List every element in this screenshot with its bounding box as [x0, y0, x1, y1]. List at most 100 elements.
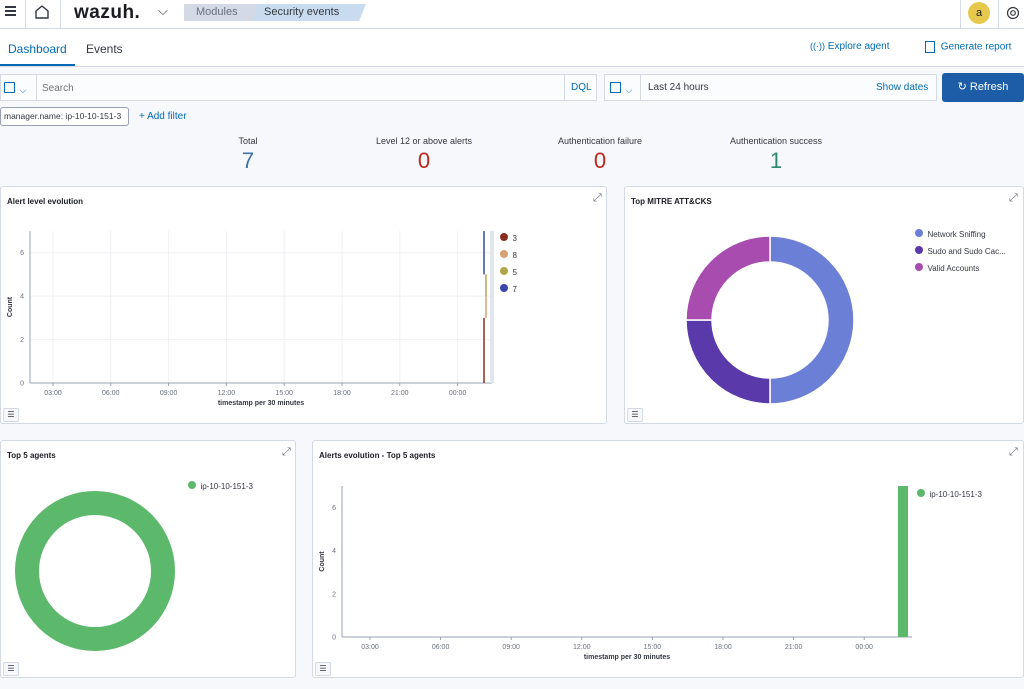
legend-label: 7	[512, 285, 517, 294]
search-input[interactable]	[40, 78, 564, 99]
legend-label: 8	[512, 251, 517, 260]
agents-evolution-chart: 0 2 4 6 03:00 06:00 09:00 12:00 15:00 18:00 21:00 0…	[319, 486, 912, 661]
legend-item[interactable]: ip-10-10-151-3	[917, 484, 982, 501]
generate-report-button[interactable]: Generate report	[925, 41, 1011, 53]
quick-date-button[interactable]: ⌵	[610, 80, 636, 95]
x-tick-label: 18:00	[714, 644, 732, 651]
chevron-down-icon[interactable]: ⌵	[158, 3, 168, 18]
breadcrumb-security-events: Security events i	[252, 4, 366, 21]
x-tick-label: 12:00	[218, 390, 236, 397]
legend: ip-10-10-151-3	[917, 484, 982, 501]
y-tick-label: 4	[332, 548, 336, 555]
legend-dot	[917, 489, 925, 497]
menu-icon[interactable]	[5, 6, 16, 16]
legend-toggle-icon[interactable]: ☰	[3, 662, 19, 676]
legend-item[interactable]: Valid Accounts	[915, 258, 1006, 275]
legend-dot	[915, 229, 923, 237]
chevron-down-icon: ⌵	[625, 85, 633, 95]
wazuh-logo[interactable]: wazuh.	[74, 2, 141, 23]
x-tick-label: 18:00	[333, 390, 351, 397]
expand-icon[interactable]: ⤢	[1009, 192, 1018, 204]
home-icon[interactable]	[34, 4, 50, 20]
expand-icon[interactable]: ⤢	[1009, 446, 1018, 458]
x-tick-label: 15:00	[275, 390, 293, 397]
save-icon	[4, 82, 15, 93]
x-tick-label: 09:00	[160, 390, 178, 397]
stat-label-total: Total	[238, 136, 258, 146]
legend-dot	[500, 267, 508, 275]
y-tick-label: 4	[20, 294, 24, 301]
breadcrumb-modules[interactable]: Modules	[184, 4, 262, 21]
legend-item[interactable]: Network Sniffing	[915, 224, 1006, 241]
refresh-button[interactable]: ↻ Refresh	[942, 73, 1024, 102]
date-range-label[interactable]: Last 24 hours	[648, 82, 709, 93]
legend-item[interactable]: 3	[500, 228, 517, 245]
y-tick-label: 2	[20, 337, 24, 344]
stat-value-auth-failure[interactable]: 0	[593, 148, 607, 173]
donut-slice	[15, 491, 175, 651]
panel-title: Alerts evolution - Top 5 agents	[319, 451, 436, 460]
legend-item[interactable]: ip-10-10-151-3	[188, 476, 253, 493]
refresh-label: Refresh	[969, 81, 1009, 93]
tab-events[interactable]: Events	[86, 42, 123, 56]
panel-top-agents	[0, 440, 296, 678]
agents-donut-chart	[15, 491, 175, 651]
y-tick-label: 2	[332, 591, 336, 598]
legend-label: ip-10-10-151-3	[200, 482, 253, 491]
x-tick-label: 12:00	[573, 644, 591, 651]
add-filter-button[interactable]: + Add filter	[139, 111, 187, 122]
dql-button[interactable]: DQL	[571, 82, 592, 93]
legend: ip-10-10-151-3	[188, 476, 253, 493]
legend-dot	[915, 263, 923, 271]
tab-dashboard[interactable]: Dashboard	[8, 42, 67, 56]
stat-label-auth-failure: Authentication failure	[557, 136, 643, 146]
legend-item[interactable]: 7	[500, 279, 517, 296]
y-axis-title: Count	[7, 296, 14, 317]
legend-label: 5	[512, 268, 517, 277]
stat-value-total[interactable]: 7	[241, 148, 255, 173]
alert-level-chart: 0 2 4 6 03:00 06:00 09:00 12:00 15:00 18:00 21:00 0…	[7, 231, 494, 407]
help-icon[interactable]	[1006, 6, 1020, 20]
y-tick-label: 0	[332, 635, 336, 642]
y-tick-label: 0	[20, 381, 24, 388]
legend-item[interactable]: Sudo and Sudo Cac...	[915, 241, 1006, 258]
x-axis-title: timestamp per 30 minutes	[584, 654, 670, 661]
legend: Network Sniffing Sudo and Sudo Cac... Va…	[915, 224, 1006, 275]
avatar[interactable]: a	[968, 2, 990, 24]
show-dates-button[interactable]: Show dates	[876, 82, 929, 93]
document-icon	[925, 41, 935, 53]
filter-pill[interactable]: manager.name: ip-10-10-151-3	[0, 107, 129, 126]
stat-label-auth-success: Authentication success	[729, 136, 823, 146]
panel-alert-level-evolution	[0, 186, 607, 424]
donut-slice	[685, 235, 771, 321]
legend-label: 3	[512, 234, 517, 243]
expand-icon[interactable]: ⤢	[282, 446, 291, 458]
mitre-donut-chart	[685, 235, 855, 405]
legend-dot	[500, 250, 508, 258]
expand-icon[interactable]: ⤢	[593, 192, 602, 204]
legend-toggle-icon[interactable]: ☰	[3, 408, 19, 422]
legend-label: Sudo and Sudo Cac...	[927, 247, 1006, 256]
x-tick-label: 03:00	[361, 644, 379, 651]
legend: 3 8 5 7	[500, 228, 517, 296]
x-tick-label: 21:00	[785, 644, 803, 651]
legend-dot	[915, 246, 923, 254]
panel-title: Top 5 agents	[7, 451, 56, 460]
x-tick-label: 06:00	[432, 644, 450, 651]
legend-toggle-icon[interactable]: ☰	[627, 408, 643, 422]
stat-value-auth-success[interactable]: 1	[769, 148, 783, 173]
stat-label-level12: Level 12 or above alerts	[375, 136, 473, 146]
chevron-down-icon: ⌵	[19, 85, 27, 95]
explore-agent-label: Explore agent	[827, 41, 890, 52]
saved-query-button[interactable]: ⌵	[4, 80, 34, 95]
legend-toggle-icon[interactable]: ☰	[315, 662, 331, 676]
panel-title: Top MITRE ATT&CKS	[631, 197, 712, 206]
x-tick-label: 06:00	[102, 390, 120, 397]
legend-item[interactable]: 5	[500, 262, 517, 279]
legend-item[interactable]: 8	[500, 245, 517, 262]
y-tick-label: 6	[332, 505, 336, 512]
y-axis-title: Count	[319, 551, 326, 572]
donut-slice	[769, 235, 855, 405]
stat-value-level12[interactable]: 0	[417, 148, 431, 173]
explore-agent-button[interactable]: ((·)) Explore agent	[810, 41, 890, 52]
